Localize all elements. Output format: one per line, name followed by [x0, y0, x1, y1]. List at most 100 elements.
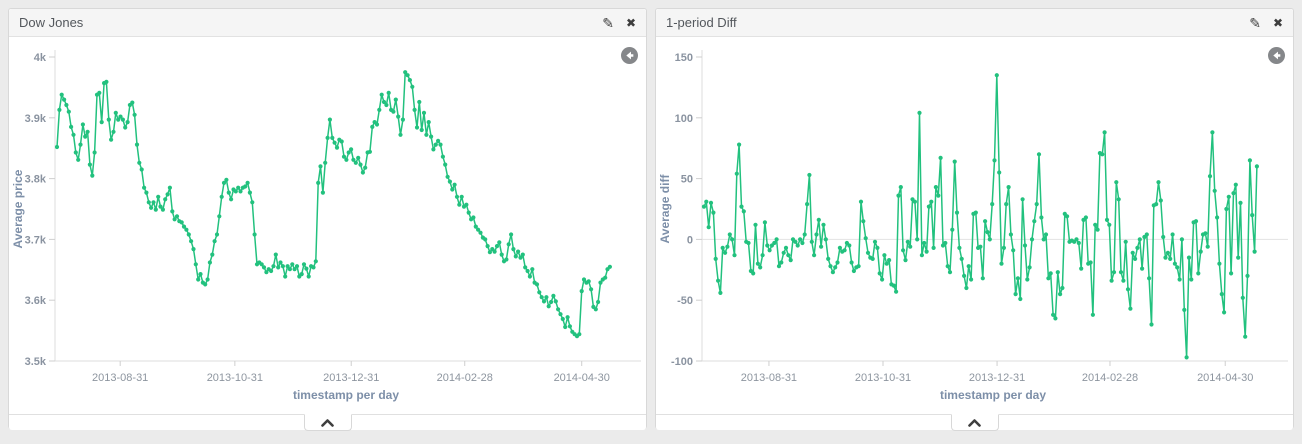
- data-point: [426, 120, 431, 125]
- data-point: [926, 204, 931, 209]
- data-point: [877, 271, 882, 276]
- data-point: [344, 157, 349, 162]
- data-point: [221, 180, 227, 185]
- data-point: [891, 283, 896, 288]
- panel-title: Dow Jones: [19, 15, 84, 30]
- data-point: [1140, 266, 1145, 271]
- y-tick-label: 3.9k: [25, 113, 47, 125]
- data-point: [1163, 255, 1168, 260]
- data-point: [233, 189, 238, 194]
- y-tick-label: 3.6k: [25, 295, 47, 307]
- data-point: [964, 285, 969, 291]
- data-point: [1149, 322, 1154, 327]
- panel-header: 1-period Diff ✎ ✖: [656, 9, 1293, 37]
- panel-1-period-diff: 1-period Diff ✎ ✖ 150 100 50 0 -50 -100 2013-0…: [655, 8, 1294, 431]
- y-tick-label: 100: [675, 113, 693, 125]
- data-point: [278, 260, 283, 265]
- dow-jones-line-chart[interactable]: 4k 3.9k 3.8k 3.7k 3.6k 3.5k 2013-08-31 2013-10-…: [9, 37, 646, 414]
- data-point: [933, 185, 938, 190]
- data-point: [160, 207, 165, 212]
- data-point: [306, 274, 311, 279]
- data-point: [938, 155, 943, 160]
- data-point: [589, 287, 594, 292]
- data-point: [471, 215, 476, 220]
- y-axis-title: Average diff: [658, 174, 672, 244]
- data-point: [1154, 202, 1159, 207]
- data-point: [1032, 219, 1037, 224]
- period-diff-line-chart[interactable]: 150 100 50 0 -50 -100 2013-08-31 2013-10-31 2013…: [656, 37, 1293, 414]
- zoom-out-button[interactable]: [621, 47, 638, 64]
- data-point: [273, 252, 278, 257]
- data-point: [607, 264, 613, 269]
- data-point: [252, 232, 257, 237]
- data-point: [887, 258, 892, 263]
- data-point: [73, 150, 78, 155]
- data-point: [172, 217, 177, 222]
- chart-area: 150 100 50 0 -50 -100 2013-08-31 2013-10-31 2013…: [656, 37, 1293, 414]
- y-tick-label: 150: [675, 52, 693, 64]
- close-icon[interactable]: ✖: [1272, 15, 1283, 30]
- data-point: [1238, 200, 1243, 205]
- data-point: [294, 264, 300, 269]
- collapse-row-button[interactable]: [303, 414, 352, 431]
- zoom-out-button[interactable]: [1268, 47, 1285, 64]
- data-point: [985, 230, 990, 235]
- data-point: [978, 244, 983, 249]
- data-point: [586, 279, 591, 284]
- data-point: [229, 197, 234, 202]
- close-icon[interactable]: ✖: [625, 15, 636, 30]
- data-point: [1196, 271, 1201, 276]
- data-point: [163, 197, 168, 202]
- data-point: [541, 299, 547, 304]
- data-point: [1018, 296, 1023, 302]
- data-point: [922, 240, 927, 246]
- panel-footer: [9, 414, 646, 431]
- data-point: [332, 140, 337, 145]
- data-point: [1060, 285, 1065, 291]
- data-point: [210, 252, 215, 257]
- data-point: [370, 124, 375, 129]
- data-point: [847, 243, 852, 248]
- data-point: [819, 244, 824, 249]
- data-point: [205, 277, 210, 282]
- data-point: [1020, 197, 1025, 202]
- data-point: [753, 222, 758, 227]
- data-point: [120, 117, 125, 122]
- data-point: [1123, 239, 1128, 244]
- collapse-row-button[interactable]: [950, 414, 999, 431]
- edit-pencil-icon[interactable]: ✎: [1249, 14, 1261, 31]
- data-point: [123, 125, 128, 130]
- data-point: [1179, 237, 1184, 242]
- dashboard-row: Dow Jones ✎ ✖ 4k 3.9k 3.8k 3.7k 3.6k 3.5k 2013…: [8, 8, 1294, 431]
- data-point: [807, 172, 812, 178]
- data-point: [898, 185, 903, 190]
- data-point: [1104, 217, 1110, 222]
- data-point: [741, 209, 746, 214]
- data-point: [915, 237, 920, 242]
- edit-pencil-icon[interactable]: ✎: [602, 14, 614, 31]
- data-point: [711, 210, 716, 215]
- data-point: [109, 137, 114, 142]
- data-point: [758, 265, 763, 270]
- data-point: [560, 316, 565, 322]
- data-point: [184, 227, 189, 232]
- data-point: [539, 295, 544, 300]
- data-point: [1231, 191, 1236, 196]
- data-point: [165, 192, 170, 197]
- data-point: [299, 272, 304, 277]
- data-point: [116, 117, 121, 122]
- data-point: [809, 239, 814, 244]
- data-point: [732, 253, 737, 258]
- data-point: [556, 307, 561, 312]
- data-point: [603, 275, 608, 280]
- data-point: [1240, 295, 1245, 300]
- data-point: [826, 256, 831, 261]
- data-point: [1090, 312, 1095, 317]
- data-point: [464, 202, 469, 207]
- data-point: [59, 92, 64, 97]
- data-point: [106, 117, 111, 122]
- data-point: [419, 127, 424, 133]
- data-point: [1212, 188, 1217, 193]
- data-point: [132, 112, 137, 117]
- data-point: [987, 237, 992, 242]
